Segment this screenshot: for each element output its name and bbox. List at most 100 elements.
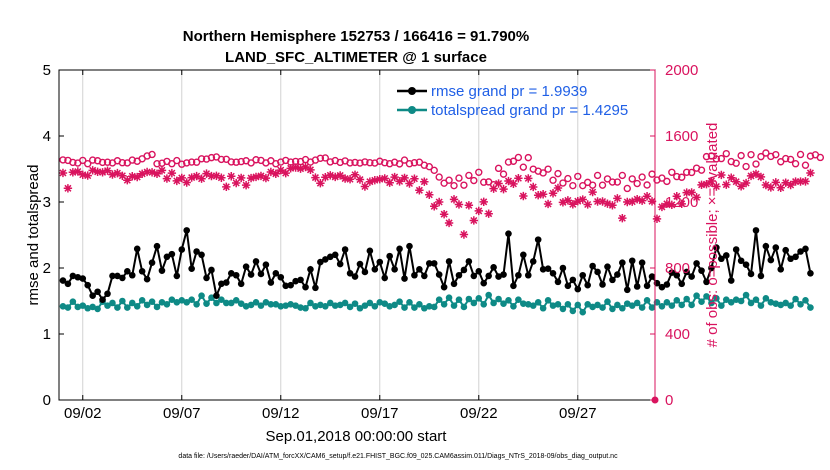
obs-evaluated-point <box>548 189 558 198</box>
totalspread-point <box>59 302 67 310</box>
rmse-point <box>178 246 186 253</box>
rmse-point <box>247 271 255 278</box>
obs-possible-point <box>742 162 750 171</box>
rmse-point <box>628 257 636 265</box>
totalspread-point <box>440 301 448 308</box>
obs-evaluated-point <box>286 164 295 173</box>
rmse-point <box>574 285 582 293</box>
obs-evaluated-point <box>514 174 523 183</box>
totalspread-point <box>584 301 591 308</box>
obs-possible-point <box>712 155 721 163</box>
plot-area <box>59 70 655 400</box>
obs-evaluated-point <box>796 177 805 186</box>
totalspread-point <box>594 301 601 309</box>
rmse-point <box>69 272 77 280</box>
totalspread-point <box>599 304 606 311</box>
rmse-point <box>138 268 146 275</box>
obs-possible-point <box>663 177 671 186</box>
rmse-point <box>287 281 294 289</box>
rmse-point <box>485 272 492 280</box>
obs-possible-point <box>559 179 567 187</box>
obs-possible-point <box>737 151 745 160</box>
obs-possible-point <box>425 162 433 171</box>
obs-evaluated-point <box>727 173 736 182</box>
obs-possible-point <box>668 168 676 177</box>
totalspread-point <box>79 302 87 309</box>
obs-evaluated-point <box>331 172 340 182</box>
totalspread-point <box>544 297 552 304</box>
rmse-point <box>762 242 770 250</box>
totalspread-point <box>153 303 161 311</box>
legend-rmse-label: rmse grand pr = 1.9939 <box>431 83 587 100</box>
totalspread-point <box>336 301 344 309</box>
rmse-point <box>633 283 641 290</box>
rmse-point <box>99 296 106 303</box>
rmse-point <box>208 266 215 274</box>
obs-evaluated-point <box>167 168 177 178</box>
totalspread-point <box>356 304 364 312</box>
rmse-point <box>406 242 413 250</box>
rmse-point <box>198 251 205 259</box>
totalspread-point <box>74 303 82 311</box>
y-tick-label-left: 4 <box>43 128 51 145</box>
y-tick-label-right: 0 <box>665 392 673 409</box>
totalspread-point <box>698 298 705 305</box>
totalspread-point <box>455 296 463 303</box>
obs-possible-point <box>544 165 552 173</box>
rmse-point <box>148 259 156 267</box>
obs-evaluated-point <box>281 168 290 178</box>
rmse-point <box>421 272 428 280</box>
obs-evaluated-point <box>400 173 409 183</box>
obs-evaluated-point <box>474 206 483 216</box>
totalspread-point <box>371 302 379 310</box>
obs-possible-point <box>757 152 765 161</box>
totalspread-point <box>416 301 423 308</box>
totalspread-point <box>237 300 245 307</box>
obs-evaluated-point <box>405 179 414 188</box>
obs-evaluated-point <box>499 184 508 194</box>
totalspread-point <box>208 294 215 302</box>
obs-evaluated-point <box>553 183 563 193</box>
obs-possible-point <box>623 184 631 193</box>
obs-possible-point <box>772 150 780 159</box>
totalspread-point <box>64 304 72 311</box>
totalspread-point <box>84 304 92 312</box>
totalspread-point <box>500 300 507 307</box>
rmse-point <box>79 275 87 282</box>
y-tick-label-right: 400 <box>665 326 690 343</box>
obs-possible-point <box>460 181 468 189</box>
totalspread-point <box>198 292 205 300</box>
rmse-point <box>797 248 804 255</box>
obs-evaluated-point <box>657 202 667 212</box>
obs-evaluated-point <box>335 171 345 180</box>
totalspread-point <box>183 299 191 306</box>
obs-possible-point <box>564 174 572 183</box>
rmse-point <box>539 266 547 273</box>
rmse-point <box>757 272 765 280</box>
rmse-point <box>396 245 403 253</box>
obs-evaluated-point <box>123 176 132 185</box>
obs-evaluated-point <box>746 171 756 181</box>
y-tick-label-left: 5 <box>43 62 51 79</box>
obs-evaluated-point <box>588 187 597 197</box>
rmse-point <box>668 269 676 276</box>
x-tick-label: 09/07 <box>163 405 201 422</box>
obs-evaluated-point <box>73 167 83 176</box>
obs-possible-point <box>524 153 532 162</box>
rmse-point <box>693 260 700 267</box>
obs-evaluated-point <box>469 216 479 225</box>
obs-evaluated-point <box>459 230 469 239</box>
rmse-point <box>183 227 191 234</box>
rmse-point <box>460 266 468 274</box>
rmse-point <box>223 279 230 286</box>
totalspread-point <box>104 302 111 309</box>
rmse-point <box>510 282 517 290</box>
rmse-point <box>371 266 379 273</box>
totalspread-point <box>480 301 488 308</box>
obs-evaluated-series <box>58 162 815 239</box>
totalspread-point <box>297 304 304 311</box>
rmse-point <box>425 260 433 267</box>
totalspread-point <box>445 294 453 302</box>
obs-possible-point <box>633 179 641 188</box>
obs-evaluated-point <box>232 178 241 188</box>
